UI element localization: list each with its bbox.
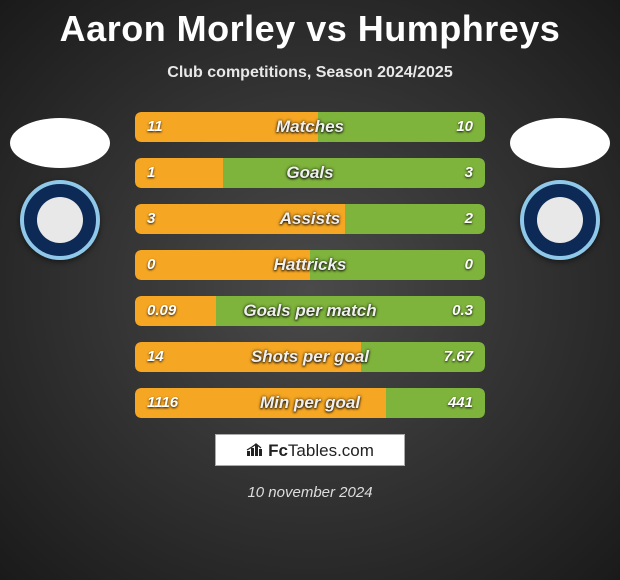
stat-bar-left	[135, 250, 310, 280]
stat-bar-right	[361, 342, 485, 372]
brand-suffix: Tables.com	[288, 441, 374, 460]
brand-badge: FcTables.com	[215, 434, 405, 466]
player-right-avatar	[510, 118, 610, 168]
stats-container: Matches1110 Goals13 Assists32 Hattricks00 Go…	[135, 112, 485, 418]
season-subtitle: Club competitions, Season 2024/2025	[0, 64, 620, 82]
stat-bar-left	[135, 388, 386, 418]
stat-bar-left	[135, 112, 318, 142]
stat-row: Assists32	[135, 204, 485, 234]
snapshot-date: 10 november 2024	[0, 484, 620, 501]
stat-bar-left	[135, 158, 223, 188]
brand-chart-icon	[246, 436, 264, 468]
stat-bar-right	[223, 158, 486, 188]
brand-prefix: Fc	[268, 441, 288, 460]
stat-bar-right	[318, 112, 485, 142]
stat-bar-right	[216, 296, 485, 326]
stat-row: Matches1110	[135, 112, 485, 142]
player-left-avatar	[10, 118, 110, 168]
stat-row: Hattricks00	[135, 250, 485, 280]
stat-bar-left	[135, 296, 216, 326]
stat-bar-right	[310, 250, 485, 280]
stat-row: Shots per goal147.67	[135, 342, 485, 372]
team-left-crest	[20, 180, 100, 260]
stat-bar-right	[345, 204, 485, 234]
stat-bar-right	[386, 388, 485, 418]
stat-row: Goals13	[135, 158, 485, 188]
stat-row: Goals per match0.090.3	[135, 296, 485, 326]
stat-bar-left	[135, 204, 345, 234]
stat-row: Min per goal1116441	[135, 388, 485, 418]
stat-bar-left	[135, 342, 361, 372]
page-title: Aaron Morley vs Humphreys	[0, 0, 620, 50]
team-right-crest	[520, 180, 600, 260]
